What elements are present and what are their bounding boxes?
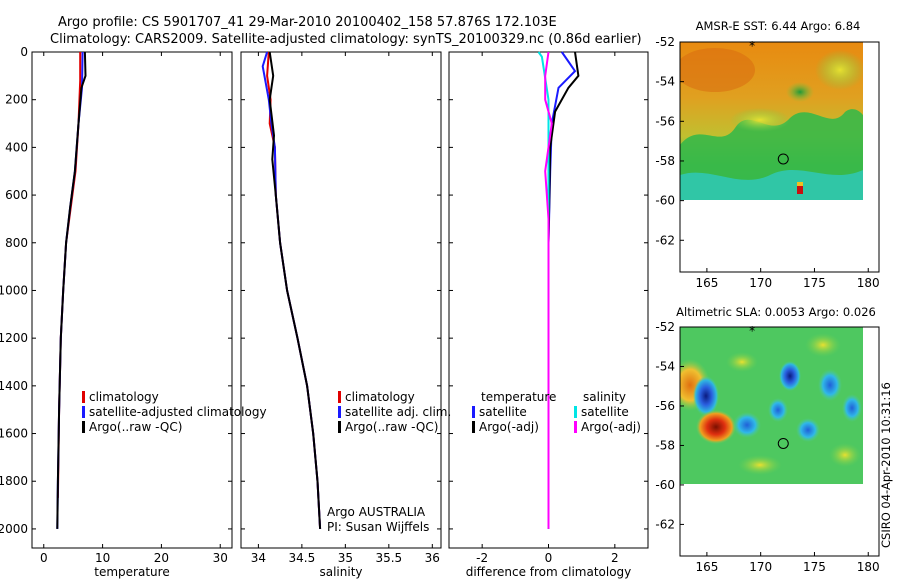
sst-map-axes: -52 -54 -56 -58 -60 -62 165 170 175 180 * xyxy=(655,35,879,290)
reference-star-marker: * xyxy=(749,324,755,338)
sla_map-ytick-label: -58 xyxy=(655,438,675,452)
salinity-series-black xyxy=(268,51,322,529)
difference-series-cyan xyxy=(537,51,550,529)
sst-field xyxy=(680,42,863,200)
sla_map-xtick-label: 180 xyxy=(857,560,880,574)
salinity-series-blue xyxy=(261,51,322,529)
diff-legend-sal-satellite-label: satellite xyxy=(581,405,629,419)
salinity-xtick-label: 36 xyxy=(425,551,440,565)
depth-tick-label: 1600 xyxy=(0,427,28,441)
argo-pi-label: PI: Susan Wijffels xyxy=(327,520,429,534)
salinity-xtick-label: 35 xyxy=(338,551,353,565)
sst_map-ytick-label: -58 xyxy=(655,154,675,168)
difference-xtick-label: -2 xyxy=(476,551,488,565)
salinity-series-red xyxy=(266,51,322,529)
difference-xtick-label: 0 xyxy=(545,551,553,565)
temperature-legend-item-label: Argo(..raw -QC) xyxy=(89,420,182,434)
salinity-xtick-label: 34.5 xyxy=(289,551,316,565)
temperature-xtick-label: 30 xyxy=(213,551,228,565)
salinity-legend-item-label: climatology xyxy=(345,390,415,404)
depth-tick-label: 2000 xyxy=(0,522,28,536)
sla_map-ytick-label: -60 xyxy=(655,478,675,492)
salinity-axes-frame xyxy=(240,51,442,549)
salinity-xlabel: salinity xyxy=(319,565,362,579)
sst_map-ytick-label: -54 xyxy=(655,75,675,89)
temperature-xtick-label: 10 xyxy=(95,551,110,565)
diff-legend-sal-argo-label: Argo(-adj) xyxy=(581,420,641,434)
sst_map-ytick-label: -52 xyxy=(655,35,675,49)
difference-xtick-label: 2 xyxy=(611,551,619,565)
difference-xlabel: difference from climatology xyxy=(466,565,632,579)
salinity-legend-item-swatch xyxy=(338,391,341,403)
depth-tick-label: 0 xyxy=(20,45,28,59)
temperature-xtick-label: 20 xyxy=(154,551,169,565)
diff-legend-temp-satellite-label: satellite xyxy=(479,405,527,419)
salinity-legend-item-label: Argo(..raw -QC) xyxy=(345,420,438,434)
timestamp-label: CSIRO 04-Apr-2010 10:31:16 xyxy=(879,382,893,548)
sla_map-xtick-label: 170 xyxy=(749,560,772,574)
sla-map-title: Altimetric SLA: 0.0053 Argo: 0.026 xyxy=(676,305,876,319)
salinity-legend-item-swatch xyxy=(338,421,341,433)
sst_map-xtick-label: 170 xyxy=(749,276,772,290)
diff-legend-temp-argo-label: Argo(-adj) xyxy=(479,420,539,434)
temperature-profile-panel: 0 200 400 600 800 1000 1200 1400 1600 1800 2000 0 10… xyxy=(0,45,267,579)
temperature-legend-item-swatch xyxy=(82,406,85,418)
sst_map-xtick-label: 180 xyxy=(857,276,880,290)
sla_map-xtick-label: 175 xyxy=(803,560,826,574)
sla-map: -52 -54 -56 -58 -60 -62 165 170 175 180 * xyxy=(655,320,879,574)
sst_map-ytick-label: -60 xyxy=(655,194,675,208)
salinity-xtick-label: 34 xyxy=(251,551,266,565)
sla-field xyxy=(680,327,863,484)
temperature-xlabel: temperature xyxy=(94,565,169,579)
sst_map-xtick-label: 165 xyxy=(695,276,718,290)
float-position-marker xyxy=(777,437,789,449)
sst_map-xtick-label: 175 xyxy=(803,276,826,290)
salinity-legend-item-swatch xyxy=(338,406,341,418)
sst-map-title: AMSR-E SST: 6.44 Argo: 6.84 xyxy=(696,19,861,33)
sst_map-ytick-label: -56 xyxy=(655,114,675,128)
sla_map-ytick-label: -62 xyxy=(655,517,675,531)
depth-tick-label: 200 xyxy=(5,93,28,107)
argo-institution-label: Argo AUSTRALIA xyxy=(327,505,426,519)
temperature-legend-item-label: satellite-adjusted climatology xyxy=(89,405,267,419)
difference-series-black xyxy=(547,51,580,529)
diff-legend-temp-satellite-swatch xyxy=(472,406,475,418)
diff-legend-sal-satellite-swatch xyxy=(574,406,577,418)
temperature-legend-item-swatch xyxy=(82,391,85,403)
depth-tick-label: 1200 xyxy=(0,331,28,345)
sla_map-ytick-label: -54 xyxy=(655,359,675,373)
sst-map: -52 -54 -56 -58 -60 -62 165 170 175 180 * xyxy=(655,35,879,290)
difference-series-magenta xyxy=(544,51,553,529)
sla_map-ytick-label: -52 xyxy=(655,320,675,334)
header-line-2: Climatology: CARS2009. Satellite-adjuste… xyxy=(50,32,642,47)
depth-tick-label: 1400 xyxy=(0,379,28,393)
temperature-legend-item-swatch xyxy=(82,421,85,433)
diff-legend-salinity-title: salinity xyxy=(583,390,626,404)
depth-tick-label: 1000 xyxy=(0,283,28,297)
temperature-legend-item-label: climatology xyxy=(89,390,159,404)
reference-star-marker: * xyxy=(749,39,755,53)
salinity-xtick-label: 35.5 xyxy=(375,551,402,565)
salinity-profile-panel: 34 34.5 35 35.5 36 salinity climatologysatelli… xyxy=(240,51,451,579)
temperature-xtick-label: 0 xyxy=(40,551,48,565)
temperature-series-red xyxy=(56,52,82,498)
diff-legend-temperature-title: temperature xyxy=(481,390,556,404)
diff-legend-temp-argo-swatch xyxy=(472,421,475,433)
float-position-marker xyxy=(777,153,789,165)
sst_map-ytick-label: -62 xyxy=(655,233,675,247)
depth-tick-label: 600 xyxy=(5,188,28,202)
diff-legend-sal-argo-swatch xyxy=(574,421,577,433)
depth-tick-label: 800 xyxy=(5,236,28,250)
depth-tick-label: 1800 xyxy=(0,474,28,488)
temperature-axes-frame xyxy=(31,51,233,549)
sla_map-xtick-label: 165 xyxy=(695,560,718,574)
header-line-1: Argo profile: CS 5901707_41 29-Mar-2010 … xyxy=(58,15,557,30)
salinity-legend-item-label: satellite adj. clim. xyxy=(345,405,451,419)
temperature-series-black xyxy=(56,51,87,529)
sla_map-ytick-label: -56 xyxy=(655,399,675,413)
sla-map-axes: -52 -54 -56 -58 -60 -62 165 170 175 180 * xyxy=(655,320,879,574)
depth-tick-label: 400 xyxy=(5,140,28,154)
